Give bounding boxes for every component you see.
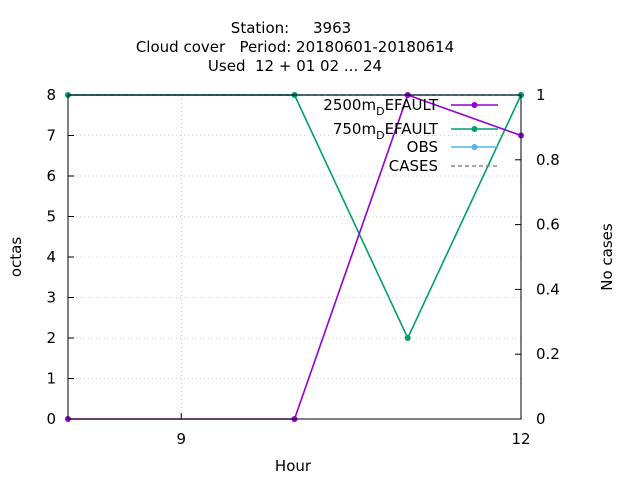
legend-label-main: CASES: [389, 157, 438, 175]
y2-tick-label: 0.6: [536, 216, 560, 234]
legend-item: 2500mDEFAULT: [323, 96, 498, 118]
y-tick-label: 1: [46, 370, 56, 388]
data-point: [404, 335, 411, 341]
legend-label: 2500mDEFAULT: [323, 96, 439, 118]
legend-item: OBS: [407, 138, 498, 156]
legend-label: OBS: [407, 138, 438, 156]
y-tick-label: 6: [46, 167, 56, 185]
y2-tick-label: 1: [536, 86, 546, 104]
series-line: [68, 94, 522, 340]
series-line: [68, 93, 522, 420]
y2-tick-label: 0.2: [536, 345, 560, 363]
legend-label-main: 750m: [333, 120, 376, 138]
y2-tick-label: 0: [536, 410, 546, 428]
title-line-2: Cloud cover Period: 20180601-20180614: [136, 38, 454, 56]
plot-frame: [67, 94, 522, 420]
legend-label-rest: EFAULT: [385, 120, 439, 138]
y-tick-label: 4: [46, 248, 56, 266]
legend-label-sub: D: [376, 105, 384, 118]
legend-label-sub: D: [376, 129, 384, 142]
y-tick-label: 2: [46, 329, 56, 347]
x-tick-label: 9: [176, 430, 186, 448]
legend-marker: [471, 102, 478, 108]
y-tick-label: 5: [46, 208, 56, 226]
legend-marker: [471, 144, 478, 150]
legend-label-main: OBS: [407, 138, 438, 156]
y-tick-label: 0: [46, 410, 56, 428]
y2-axis-label: No cases: [598, 223, 616, 291]
legend-item: 750mDEFAULT: [333, 120, 498, 142]
y2-tick-label: 0.4: [536, 280, 560, 298]
legend-marker: [471, 126, 478, 132]
legend-label-main: 2500m: [323, 96, 376, 114]
legend-item: CASES: [389, 157, 498, 175]
y-tick-label: 8: [46, 86, 56, 104]
series-2500m: [65, 92, 524, 422]
y-tick-label: 3: [46, 289, 56, 307]
chart-title: Station: 3963 Cloud cover Period: 201806…: [136, 19, 454, 75]
legend-label: 750mDEFAULT: [333, 120, 439, 142]
legend-label-rest: EFAULT: [385, 96, 439, 114]
legend-label: CASES: [389, 157, 438, 175]
y-axis-label: octas: [7, 237, 25, 277]
x-axis-label: Hour: [275, 457, 312, 475]
x-tick-label: 12: [511, 430, 530, 448]
series-layer: [65, 92, 524, 422]
title-line-3: Used 12 + 01 02 ... 24: [208, 57, 382, 75]
title-line-1: Station: 3963: [231, 19, 351, 37]
y2-tick-label: 0.8: [536, 151, 560, 169]
grid: [68, 95, 521, 419]
y-tick-label: 7: [46, 127, 56, 145]
